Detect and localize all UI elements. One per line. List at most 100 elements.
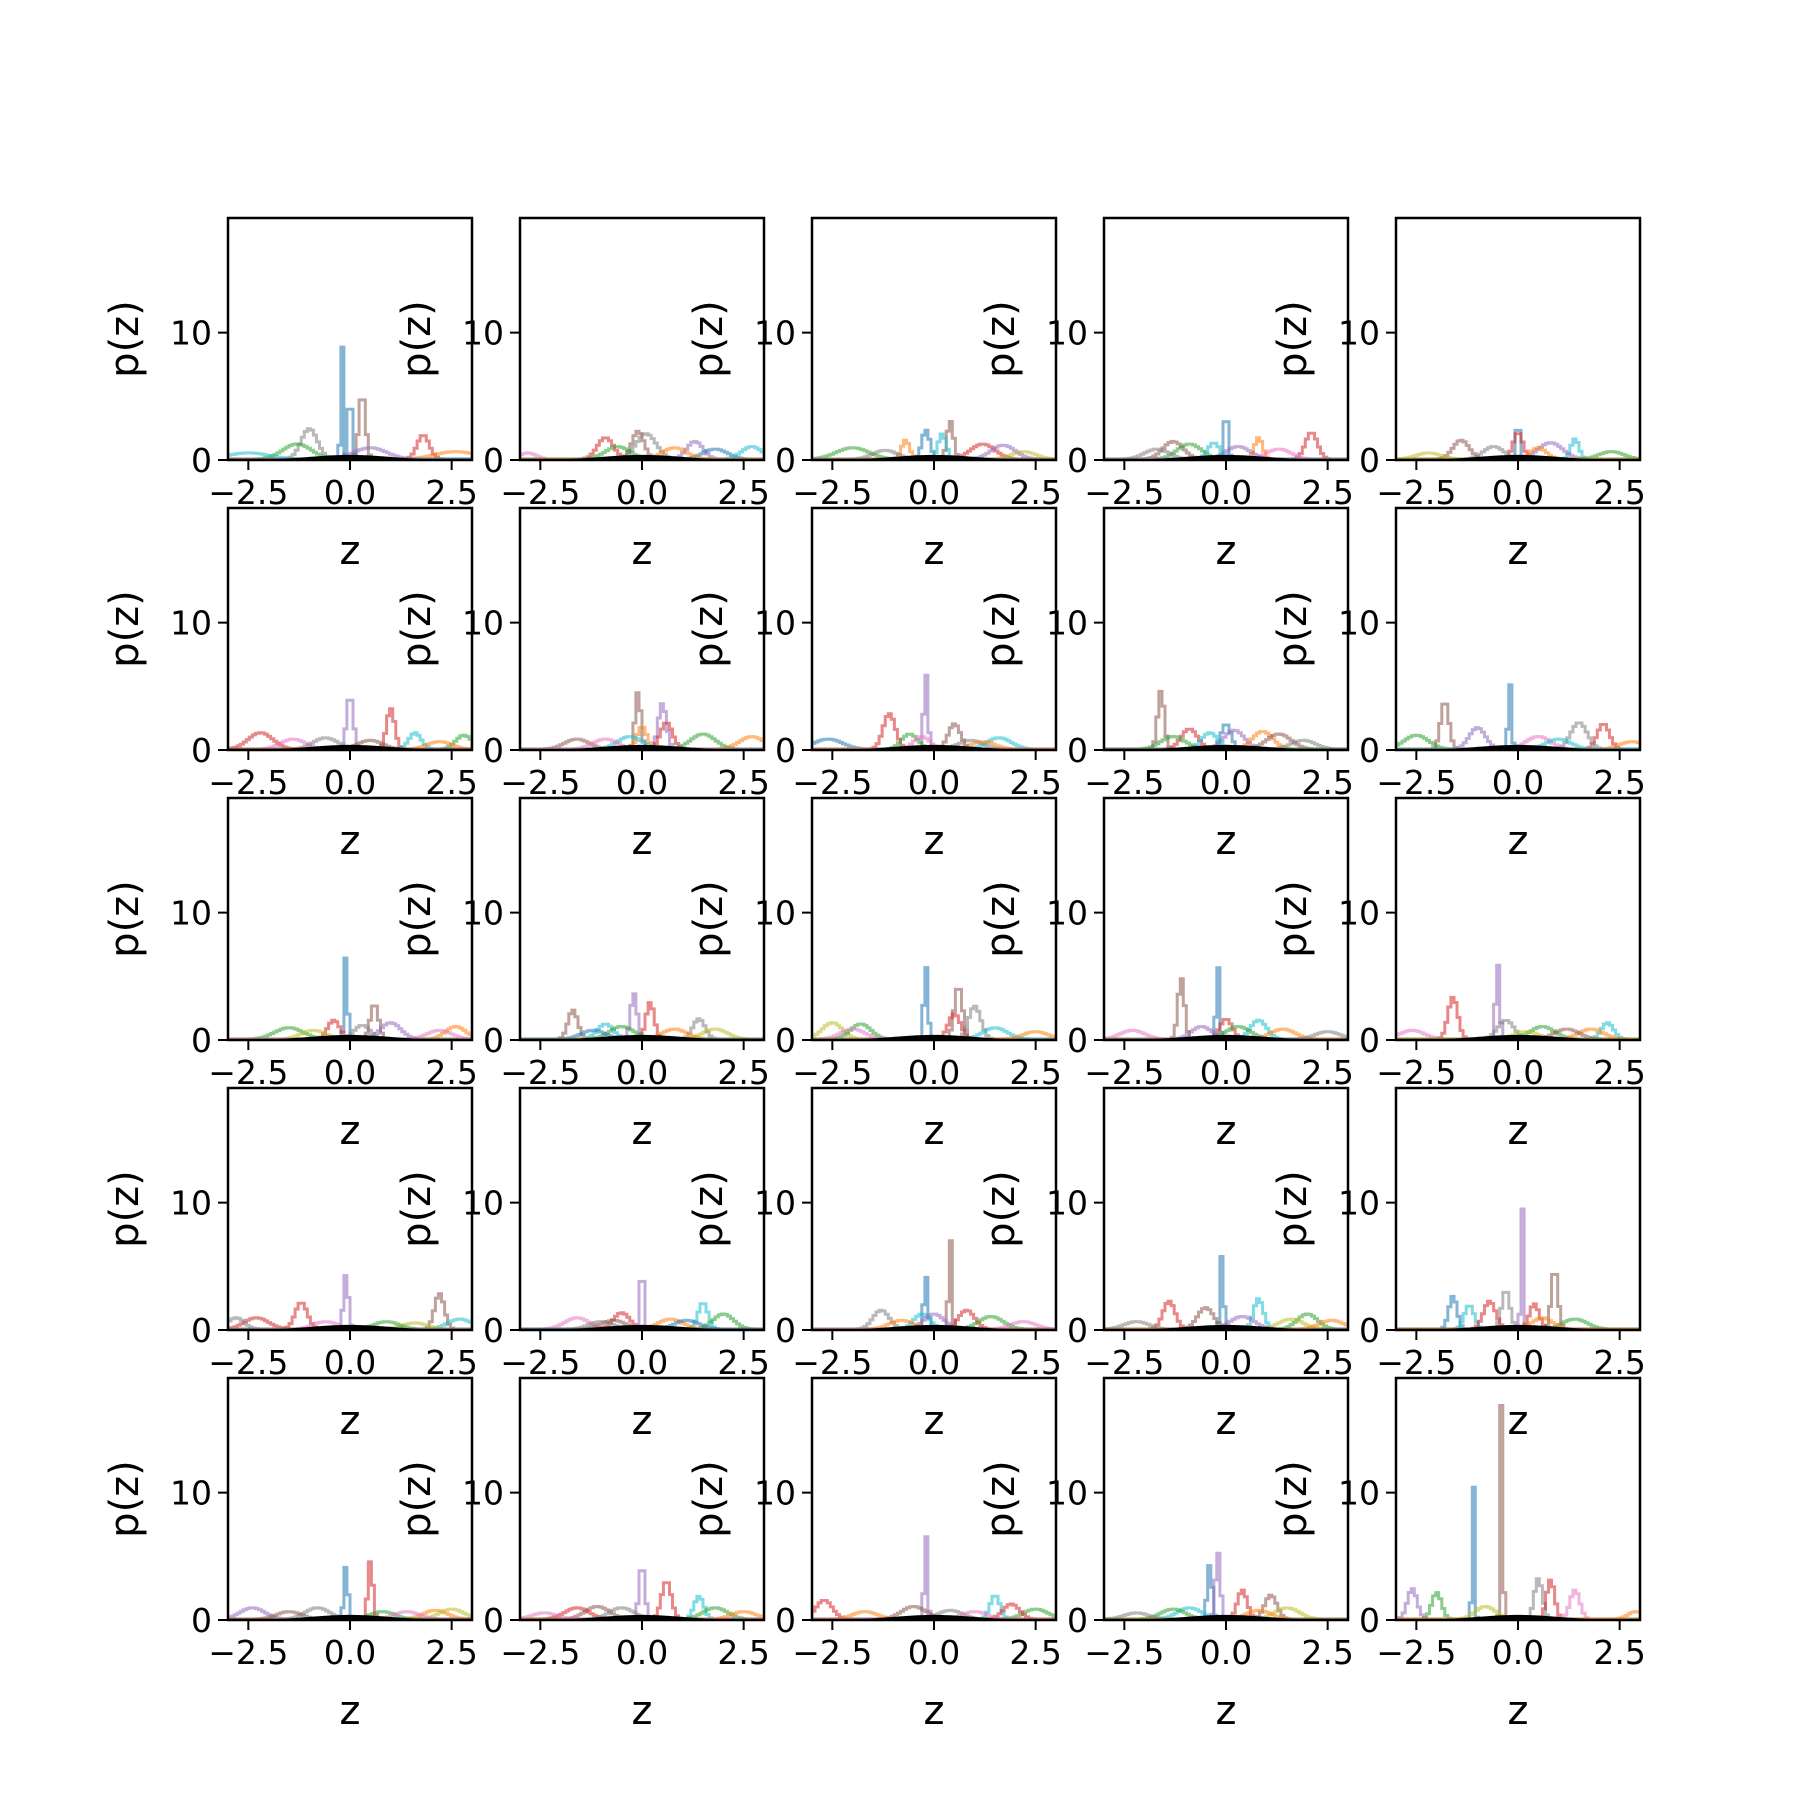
panel-series — [1104, 1255, 1348, 1330]
reference-density — [812, 454, 1056, 460]
x-tick-label: −2.5 — [500, 473, 580, 512]
y-tick-label: 10 — [1338, 314, 1380, 353]
x-tick-label: 2.5 — [425, 1343, 477, 1382]
series-histogram-1 — [812, 1239, 1056, 1330]
reference-density — [1396, 1614, 1640, 1620]
reference-density — [1396, 1324, 1640, 1330]
y-tick-label: 10 — [1046, 314, 1088, 353]
x-tick-label: 2.5 — [1301, 1343, 1353, 1382]
y-axis-label: p(z) — [1270, 590, 1316, 668]
x-axis-label: z — [340, 528, 361, 574]
x-tick-label: 2.5 — [1593, 763, 1645, 802]
y-tick-label: 0 — [191, 731, 212, 770]
y-tick-label: 10 — [1338, 1184, 1380, 1223]
series-histogram-2 — [1104, 1551, 1348, 1620]
y-axis-label: p(z) — [1270, 880, 1316, 958]
x-tick-label: −2.5 — [208, 1053, 288, 1092]
y-axis-label: p(z) — [1270, 1170, 1316, 1248]
x-tick-label: 2.5 — [425, 763, 477, 802]
series-histogram-1 — [1104, 1255, 1348, 1330]
y-axis-label: p(z) — [1270, 300, 1316, 378]
x-tick-label: 2.5 — [1593, 1053, 1645, 1092]
panel-series — [1104, 420, 1348, 460]
x-tick-label: −2.5 — [500, 1053, 580, 1092]
x-axis-label: z — [1216, 818, 1237, 864]
reference-density — [1396, 1034, 1640, 1040]
x-tick-label: 2.5 — [1301, 1053, 1353, 1092]
x-tick-label: −2.5 — [208, 473, 288, 512]
y-tick-label: 10 — [462, 1184, 504, 1223]
panel-series — [1396, 683, 1640, 750]
x-axis-label: z — [632, 528, 653, 574]
series-histogram-1 — [228, 956, 472, 1040]
x-tick-label: 2.5 — [1009, 1343, 1061, 1382]
y-axis-label: p(z) — [978, 300, 1024, 378]
y-axis-label: p(z) — [686, 300, 732, 378]
y-tick-label: 10 — [170, 894, 212, 933]
y-axis-label: p(z) — [102, 880, 148, 958]
y-axis-label: p(z) — [102, 300, 148, 378]
reference-density — [520, 454, 764, 460]
x-tick-label: 2.5 — [1593, 1633, 1645, 1672]
y-axis-label: p(z) — [394, 880, 440, 958]
panel-series — [1396, 1207, 1640, 1330]
x-axis-label: z — [340, 1398, 361, 1444]
reference-density — [520, 1034, 764, 1040]
x-tick-label: 2.5 — [717, 1343, 769, 1382]
reference-density — [228, 454, 472, 460]
x-axis-label: z — [632, 1688, 653, 1734]
reference-density — [228, 1614, 472, 1620]
y-axis-label: p(z) — [686, 880, 732, 958]
reference-density — [1104, 1324, 1348, 1330]
x-tick-label: 2.5 — [1301, 1633, 1353, 1672]
panel-series — [228, 956, 472, 1040]
x-tick-label: 0.0 — [908, 1343, 960, 1382]
x-tick-label: 0.0 — [616, 763, 668, 802]
panel-r5-c1: −2.5 0.0 2.5 0 10 z p(z) — [102, 1376, 478, 1734]
x-tick-label: −2.5 — [1084, 1053, 1164, 1092]
x-tick-label: −2.5 — [500, 1343, 580, 1382]
panel-series — [520, 429, 764, 460]
y-axis-label: p(z) — [102, 590, 148, 668]
x-tick-label: 2.5 — [717, 1053, 769, 1092]
reference-density — [1104, 744, 1348, 750]
x-tick-label: 0.0 — [1492, 473, 1544, 512]
x-tick-label: −2.5 — [1376, 473, 1456, 512]
x-tick-label: 0.0 — [1200, 473, 1252, 512]
x-tick-label: 0.0 — [1200, 1053, 1252, 1092]
panel-series — [812, 420, 1056, 460]
panel-r4-c1: −2.5 0.0 2.5 0 10 z p(z) — [102, 1086, 478, 1444]
y-tick-label: 0 — [1067, 1311, 1088, 1350]
x-tick-label: 2.5 — [425, 1633, 477, 1672]
y-tick-label: 0 — [775, 441, 796, 480]
panel-series — [812, 966, 1056, 1040]
x-axis-label: z — [632, 1108, 653, 1154]
x-tick-label: 2.5 — [1009, 1633, 1061, 1672]
x-axis-label: z — [924, 818, 945, 864]
x-tick-label: 0.0 — [1200, 1633, 1252, 1672]
y-axis-label: p(z) — [394, 1170, 440, 1248]
x-tick-label: −2.5 — [1376, 1343, 1456, 1382]
y-axis-label: p(z) — [686, 1460, 732, 1538]
panel-series — [1396, 428, 1640, 460]
x-axis-label: z — [1216, 1398, 1237, 1444]
series-histogram-1 — [812, 673, 1056, 750]
reference-density — [228, 1034, 472, 1040]
x-axis-label: z — [924, 1108, 945, 1154]
reference-density — [228, 744, 472, 750]
y-axis-label: p(z) — [102, 1460, 148, 1538]
x-tick-label: −2.5 — [792, 1343, 872, 1382]
y-tick-label: 10 — [1338, 1474, 1380, 1513]
x-tick-label: 2.5 — [1009, 763, 1061, 802]
x-tick-label: 0.0 — [1200, 1343, 1252, 1382]
reference-density — [1104, 1034, 1348, 1040]
x-axis-label: z — [1216, 1108, 1237, 1154]
panel-r3-c1: −2.5 0.0 2.5 0 10 z p(z) — [102, 796, 478, 1154]
